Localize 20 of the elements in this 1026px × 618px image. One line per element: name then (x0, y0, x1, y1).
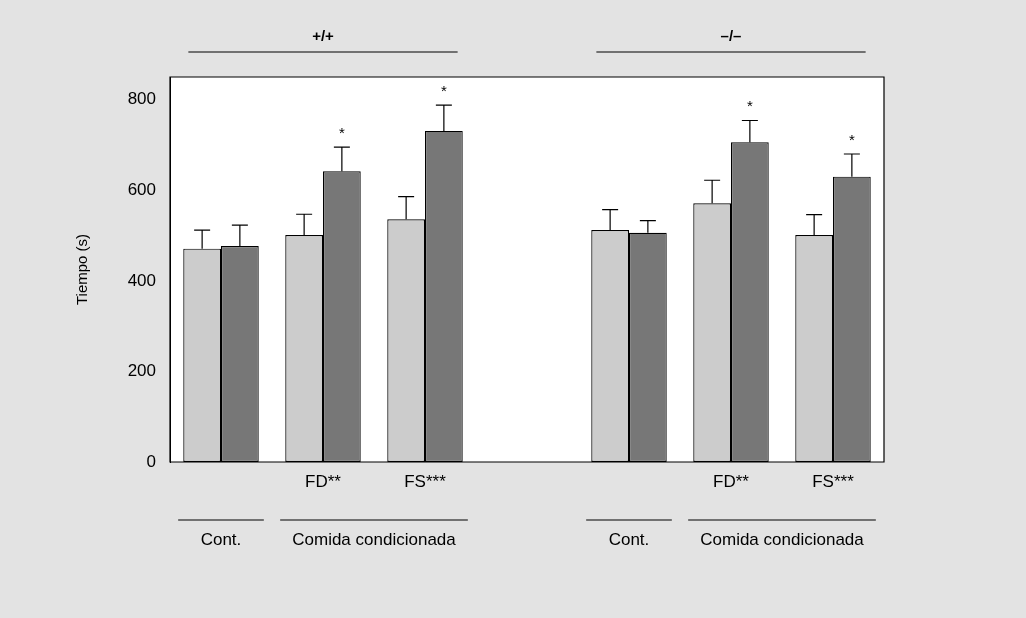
y-tick-label: 800 (127, 89, 156, 109)
x-tick-label: FD** (305, 471, 342, 491)
y-tick-label: 400 (127, 270, 156, 290)
text: Cont. (608, 530, 650, 550)
data-label: * (338, 123, 345, 141)
text: Comida condicionada (700, 530, 865, 550)
data-label: * (746, 97, 753, 115)
text: Comida condicionada (292, 530, 457, 550)
y-tick-label: 200 (127, 361, 156, 381)
data-label: * (848, 130, 855, 148)
text: –/– (720, 26, 742, 44)
x-tick-label: FD** (713, 471, 750, 491)
y-tick-label: 600 (127, 179, 156, 199)
text: Cont. (200, 530, 242, 550)
data-label: * (440, 81, 447, 99)
text: +/+ (312, 26, 335, 44)
x-tick-label: FS*** (812, 471, 855, 491)
y-tick-label: 0 (146, 451, 156, 471)
y-axis-title: Tiempo (s) (73, 233, 91, 306)
x-tick-label: FS*** (404, 471, 447, 491)
